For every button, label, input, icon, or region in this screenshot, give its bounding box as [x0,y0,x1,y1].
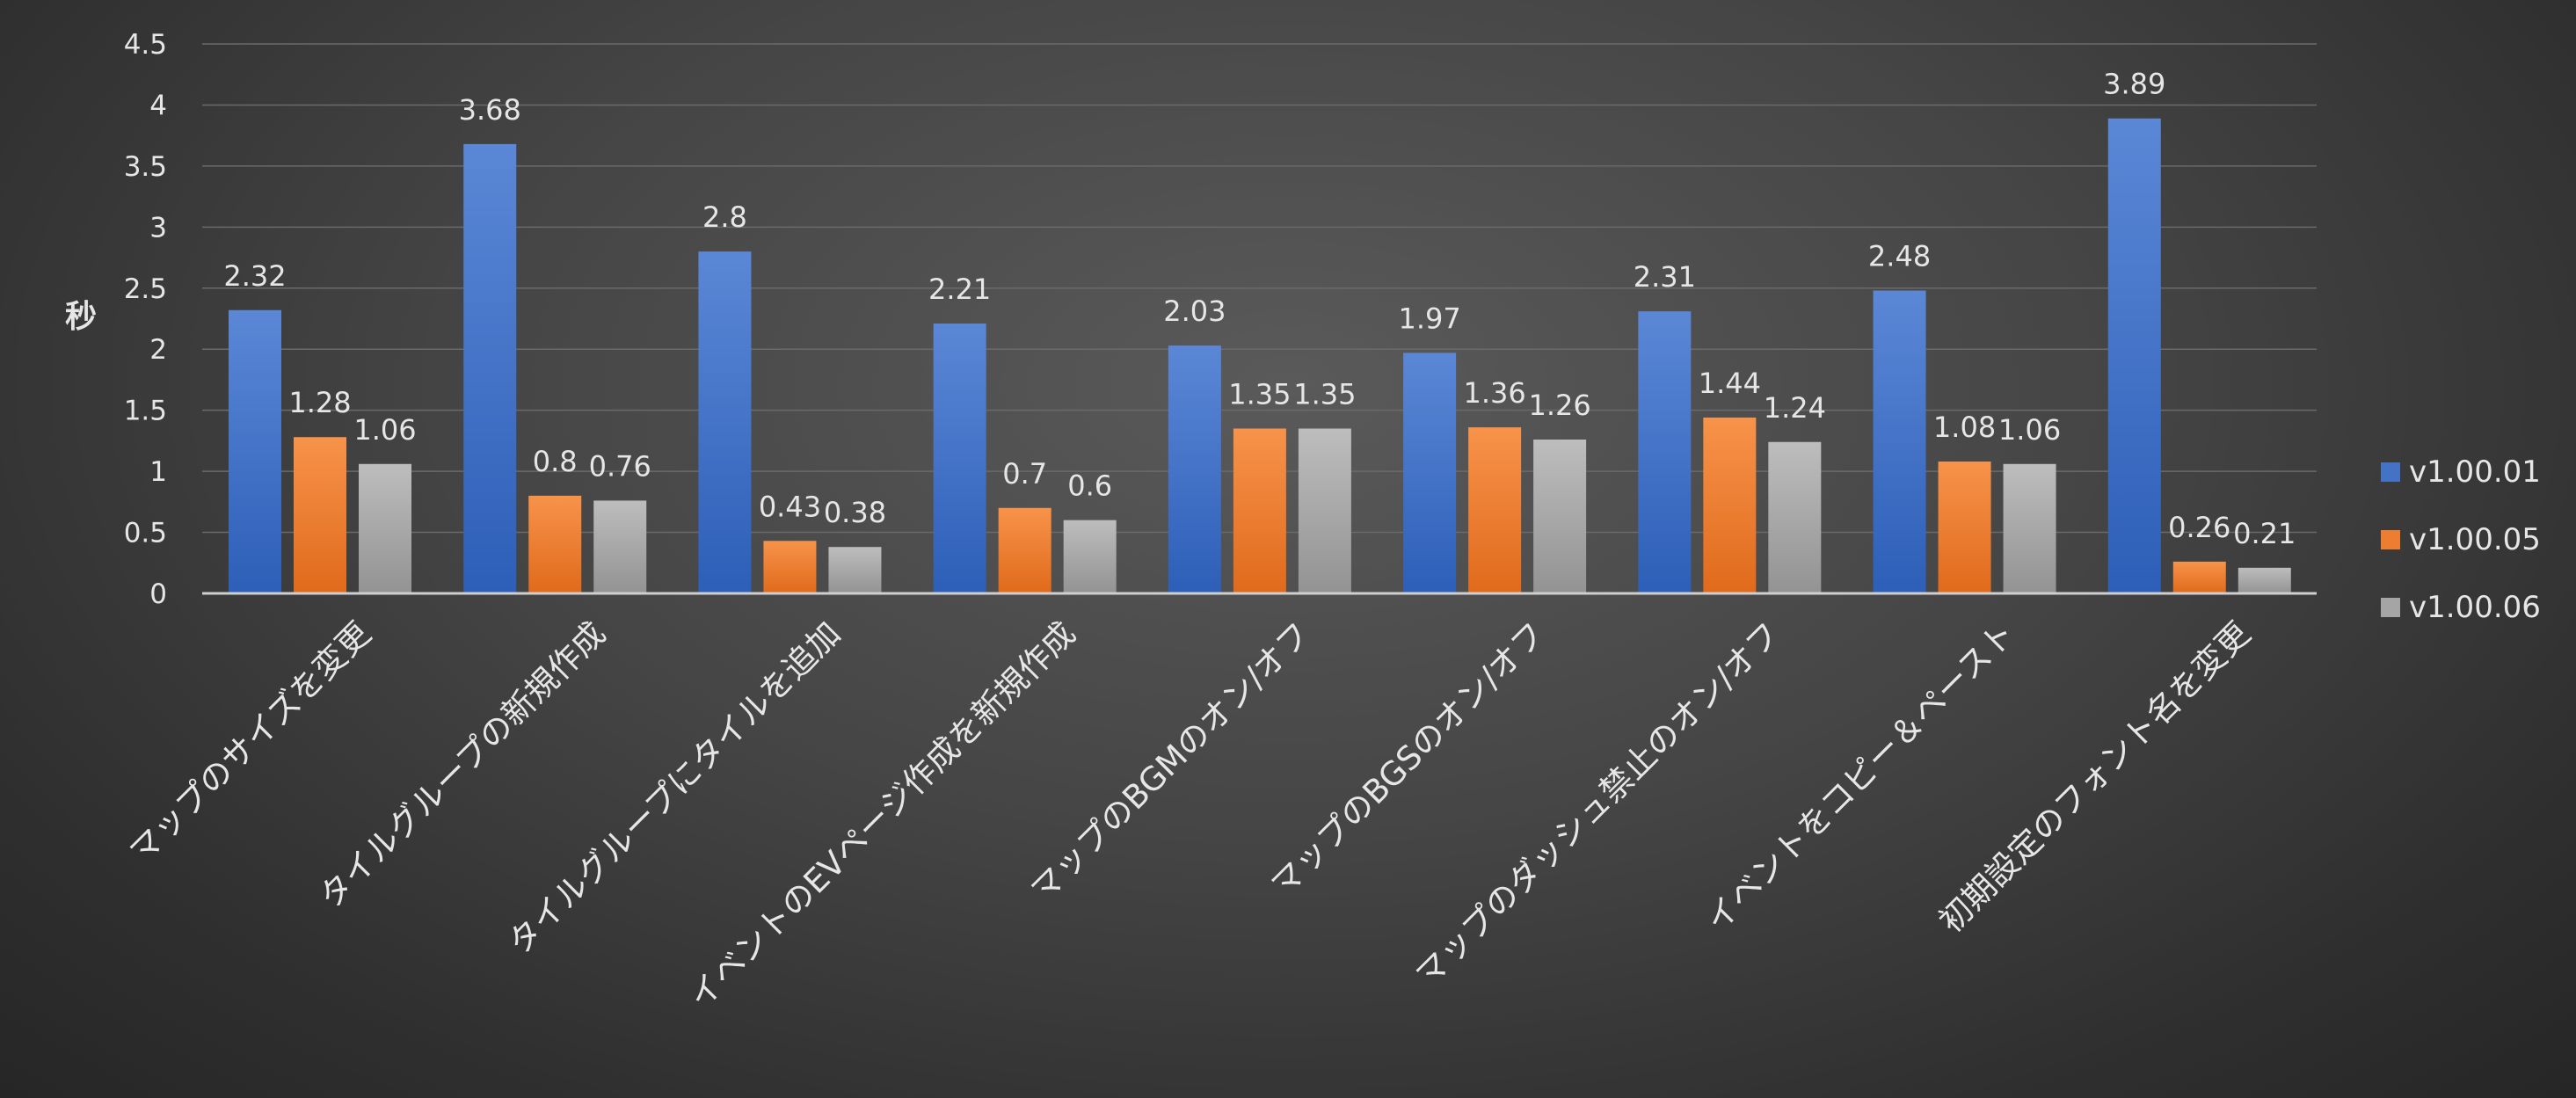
y-tick-label: 0.5 [124,518,167,549]
category-label: マップのサイズを変更 [122,614,378,870]
bar [1403,353,1457,593]
data-label: 1.26 [1528,389,1590,422]
bar [1168,345,1221,593]
y-axis-title: 秒 [65,299,97,335]
legend-label: v1.00.01 [2409,454,2541,490]
data-label: 1.08 [1933,411,1996,444]
bar [2238,567,2291,593]
data-label: 0.7 [1002,457,1047,491]
data-label: 2.32 [223,259,286,293]
bar [2003,463,2056,593]
category-label: マップのBGMのオン/オフ [1023,614,1318,909]
bar [1298,428,1351,593]
data-label: 3.68 [459,93,521,127]
data-label: 1.24 [1764,391,1826,425]
data-label: 0.76 [589,449,651,483]
bar [2107,118,2161,593]
data-label: 0.26 [2168,511,2230,544]
bar [1638,311,1692,593]
data-label: 2.8 [702,200,747,234]
bar [933,324,986,593]
data-label: 3.89 [2103,68,2165,101]
bar [463,143,517,593]
legend-swatch [2381,598,2400,617]
bar [359,463,411,593]
bar [1533,440,1587,593]
legend-swatch [2381,530,2400,549]
bar [763,541,817,593]
data-label: 1.97 [1398,302,1460,335]
data-label: 1.36 [1463,376,1525,410]
y-tick-label: 4.5 [124,29,167,61]
legend: v1.00.01 v1.00.05 v1.00.06 [2381,454,2541,625]
bar [828,547,882,593]
category-label: マップのBGSのオン/オフ [1263,614,1553,904]
data-label: 2.48 [1868,240,1931,273]
y-tick-label: 4 [149,90,167,121]
legend-label: v1.00.06 [2409,590,2541,625]
bar [528,495,582,593]
data-label: 0.6 [1067,469,1112,503]
bar [1063,520,1117,593]
bar [998,507,1052,593]
bar [1703,418,1757,593]
bar [1938,462,1991,593]
bar [1768,441,1822,593]
data-label: 1.44 [1699,367,1761,400]
y-tick-label: 3.5 [124,151,167,183]
data-label: 1.28 [288,386,351,419]
data-label: 0.21 [2233,517,2296,550]
gridlines [202,43,2317,534]
y-axis-ticks: 0 0.5 1 1.5 2 2.5 3 3.5 4 4.5 [124,29,167,610]
data-label: 1.35 [1228,378,1291,411]
bar [698,251,752,593]
bar [1233,428,1286,593]
y-tick-label: 1.5 [124,396,167,427]
legend-label: v1.00.05 [2409,522,2541,557]
bar [229,309,281,593]
bars [229,118,2291,593]
y-tick-label: 0 [149,578,167,610]
bar [593,500,647,593]
data-label: 1.06 [1998,413,2061,447]
data-label: 0.8 [533,445,578,478]
data-label: 1.35 [1293,378,1356,411]
category-label: マップのダッシュ禁止のオン/オフ [1408,614,1788,994]
data-label: 0.38 [824,496,886,529]
data-labels: 2.32 3.68 2.8 2.21 2.03 1.97 2.31 2.48 3.89 1.28 0… [223,68,2296,550]
bar [294,437,346,593]
x-axis-category-labels: マップのサイズを変更タイルグループの新規作成タイルグループにタイルを追加イベント… [122,614,2258,1016]
y-tick-label: 3 [149,212,167,244]
data-label: 2.31 [1634,260,1696,294]
data-label: 2.03 [1163,294,1226,328]
y-tick-label: 2 [149,334,167,366]
y-tick-label: 2.5 [124,273,167,305]
data-label: 0.43 [759,490,821,523]
data-label: 2.21 [928,273,991,306]
data-label: 1.06 [353,413,416,447]
bar [1468,427,1522,593]
y-tick-label: 1 [149,456,167,488]
bar [2172,561,2226,593]
category-label: イベントのEVページ作成を新規作成 [681,614,1083,1016]
legend-swatch [2381,462,2400,482]
bar [1873,290,1926,593]
